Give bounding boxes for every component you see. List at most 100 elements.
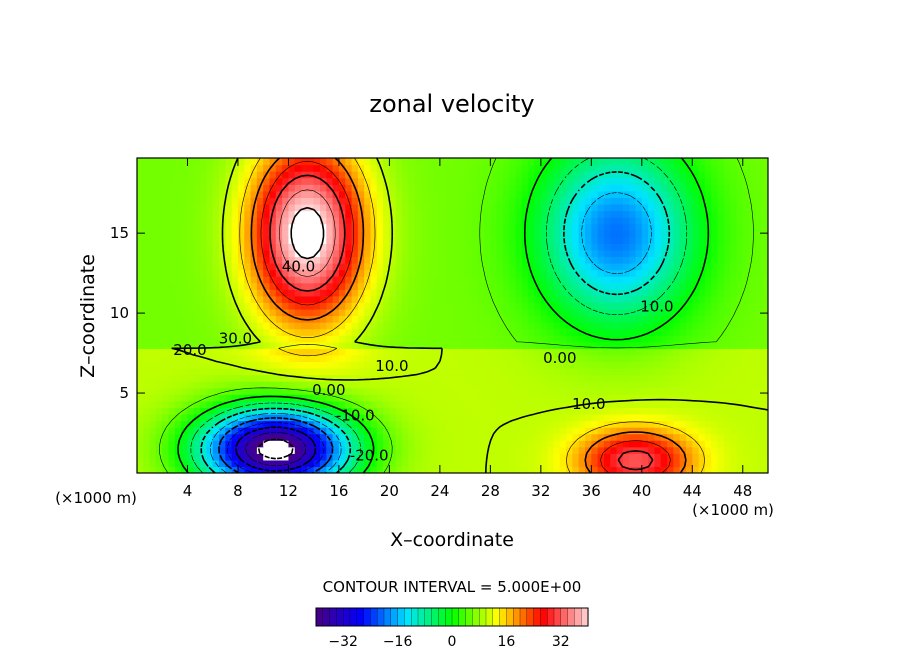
field-cell <box>616 295 624 303</box>
field-cell <box>427 203 435 212</box>
field-cell <box>610 335 618 343</box>
field-cell <box>667 243 674 251</box>
field-cell <box>370 420 378 428</box>
field-cell <box>717 433 725 441</box>
field-cell <box>477 413 485 422</box>
field-cell <box>591 354 599 363</box>
field-cell <box>711 381 719 389</box>
field-cell <box>244 256 252 264</box>
field-cell <box>521 420 529 428</box>
field-cell <box>206 394 214 402</box>
field-cell <box>181 230 189 238</box>
field-cell <box>521 263 529 271</box>
field-cell <box>155 236 163 244</box>
field-cell <box>465 249 473 258</box>
field-cell <box>225 256 233 264</box>
field-cell <box>622 381 630 389</box>
field-cell <box>603 203 611 212</box>
field-cell <box>332 381 340 389</box>
field-cell <box>711 440 719 448</box>
field-cell <box>572 315 580 323</box>
field-cell <box>477 387 485 395</box>
field-cell <box>730 466 738 473</box>
field-cell <box>155 184 163 192</box>
field-cell <box>749 440 756 448</box>
field-cell <box>288 217 296 225</box>
field-cell <box>345 328 353 336</box>
field-cell <box>641 466 649 473</box>
field-cell <box>591 381 599 389</box>
field-cell <box>730 354 738 363</box>
field-cell <box>420 184 428 192</box>
field-cell <box>357 322 365 330</box>
field-cell <box>496 171 504 179</box>
field-cell <box>723 420 731 428</box>
field-cell <box>313 282 321 290</box>
field-cell <box>730 322 738 330</box>
field-cell <box>515 368 523 376</box>
field-cell <box>572 289 580 297</box>
field-cell <box>742 335 750 343</box>
field-cell <box>553 217 561 225</box>
field-cell <box>231 466 239 473</box>
field-cell <box>193 459 201 468</box>
field-cell <box>174 315 182 323</box>
field-cell <box>761 210 768 218</box>
field-cell <box>667 302 674 310</box>
field-cell <box>553 276 561 284</box>
field-cell <box>288 440 296 448</box>
field-cell <box>736 295 744 303</box>
field-cell <box>603 348 611 356</box>
field-cell <box>181 354 189 363</box>
field-cell <box>635 210 643 218</box>
field-cell <box>162 210 170 218</box>
field-cell <box>736 328 744 336</box>
field-cell <box>427 158 435 166</box>
field-cell <box>452 269 460 277</box>
field-cell <box>137 230 144 238</box>
field-cell <box>477 217 485 225</box>
field-cell <box>319 400 327 408</box>
field-cell <box>566 184 573 192</box>
field-cell <box>420 197 428 205</box>
field-cell <box>231 249 239 258</box>
field-cell <box>742 440 750 448</box>
field-cell <box>641 368 649 376</box>
field-cell <box>736 335 744 343</box>
field-cell <box>326 407 334 415</box>
field-cell <box>477 407 485 415</box>
field-cell <box>566 269 573 277</box>
field-cell <box>319 459 327 468</box>
field-cell <box>477 459 485 468</box>
field-cell <box>294 256 302 264</box>
field-cell <box>187 184 195 192</box>
field-cell <box>351 335 359 343</box>
field-cell <box>528 328 536 336</box>
field-cell <box>225 315 233 323</box>
field-cell <box>572 184 580 192</box>
field-cell <box>408 236 416 244</box>
field-cell <box>616 230 624 238</box>
field-cell <box>433 433 441 441</box>
field-cell <box>187 348 195 356</box>
field-cell <box>578 322 586 330</box>
field-cell <box>237 217 245 225</box>
field-cell <box>717 269 725 277</box>
field-cell <box>610 374 618 382</box>
field-cell <box>648 400 656 408</box>
field-cell <box>452 197 460 205</box>
field-cell <box>490 263 498 271</box>
field-cell <box>383 302 390 310</box>
colorbar-cell <box>390 607 399 627</box>
field-cell <box>484 203 491 212</box>
field-cell <box>212 466 220 473</box>
field-cell <box>679 427 687 435</box>
field-cell <box>313 354 321 363</box>
field-cell <box>648 420 656 428</box>
field-cell <box>692 217 700 225</box>
field-cell <box>155 368 163 376</box>
field-cell <box>370 276 378 284</box>
field-cell <box>332 171 340 179</box>
field-cell <box>137 177 144 185</box>
field-cell <box>256 459 264 468</box>
